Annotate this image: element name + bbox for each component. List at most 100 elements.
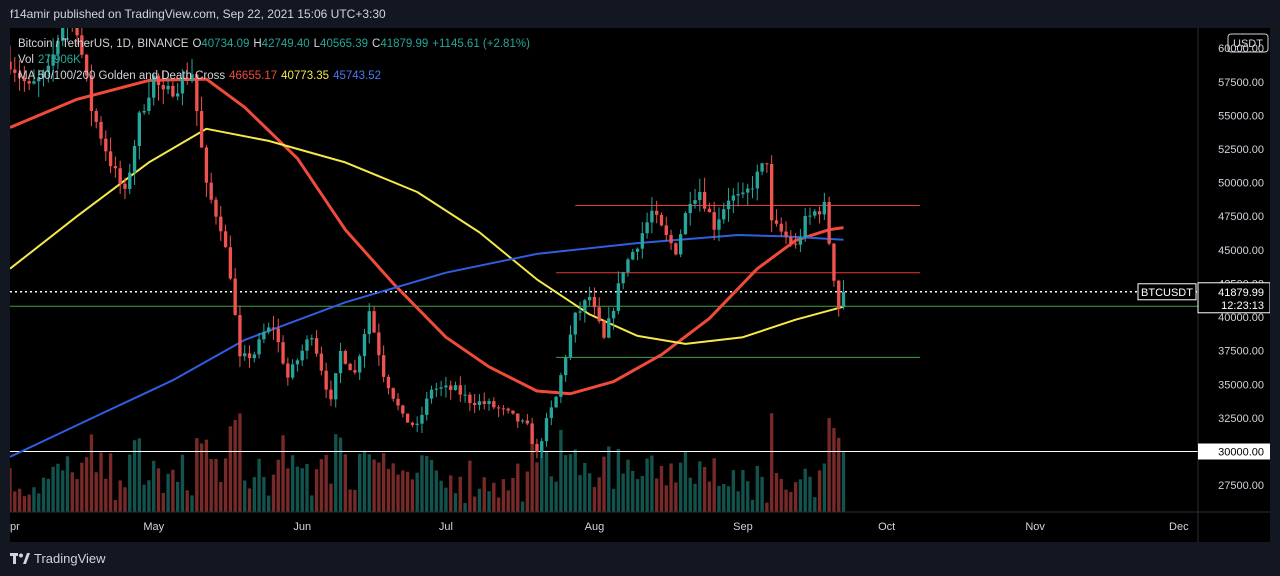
volume-bar bbox=[80, 462, 84, 512]
volume-bar bbox=[568, 454, 573, 512]
volume-bar bbox=[132, 440, 137, 512]
candle bbox=[583, 298, 587, 323]
price-tick: 52500.00 bbox=[1218, 144, 1264, 156]
volume-bar bbox=[305, 463, 309, 512]
candle bbox=[104, 130, 108, 161]
candle bbox=[616, 271, 621, 315]
chart-container[interactable]: 60000.00 57500.00 55000.00 52500.00 50000.00… bbox=[10, 28, 1270, 542]
candle bbox=[367, 303, 371, 344]
volume-bar bbox=[765, 502, 769, 512]
volume-bar bbox=[152, 460, 156, 512]
candle bbox=[61, 28, 65, 47]
volume-bar bbox=[147, 480, 151, 512]
candle bbox=[156, 73, 161, 101]
volume-bar bbox=[477, 488, 482, 512]
volume-bar bbox=[798, 479, 803, 512]
candle bbox=[530, 417, 534, 445]
volume-bar bbox=[41, 477, 46, 512]
volume-bar bbox=[779, 478, 783, 512]
volume-bar bbox=[535, 462, 539, 512]
candle bbox=[592, 287, 597, 316]
candle bbox=[468, 392, 472, 412]
candle bbox=[386, 374, 391, 395]
candle bbox=[32, 69, 36, 85]
currency-label[interactable]: USDT bbox=[1233, 38, 1263, 50]
volume-bar bbox=[61, 470, 65, 512]
candle bbox=[822, 192, 827, 220]
volume-bar bbox=[803, 468, 807, 512]
volume-label: Vol bbox=[18, 54, 34, 66]
volume-bar bbox=[99, 452, 103, 512]
volume-bar bbox=[611, 488, 616, 512]
volume-bar bbox=[511, 477, 515, 512]
candle bbox=[99, 116, 103, 146]
level-30000-tag: 30000.00 bbox=[1198, 443, 1270, 460]
candle bbox=[300, 344, 304, 366]
volume-bar bbox=[214, 458, 218, 512]
volume-bar bbox=[247, 488, 252, 512]
level-30000-label: 30000.00 bbox=[1218, 447, 1264, 459]
volume-bar bbox=[348, 489, 352, 512]
ma50-value: 46655.17 bbox=[229, 70, 278, 82]
volume-bar bbox=[185, 490, 189, 512]
candle bbox=[506, 407, 510, 414]
volume-bar bbox=[429, 459, 434, 512]
ma100-value: 40773.35 bbox=[281, 70, 330, 82]
volume-bar bbox=[204, 439, 209, 512]
candle bbox=[147, 80, 151, 115]
volume-bar bbox=[722, 483, 726, 512]
price-tick: 57500.00 bbox=[1218, 77, 1264, 89]
volume-bar bbox=[793, 482, 798, 512]
candle bbox=[477, 394, 482, 411]
candle bbox=[429, 385, 434, 404]
volume-bar bbox=[841, 451, 846, 512]
candle bbox=[516, 413, 520, 429]
candle bbox=[655, 200, 659, 224]
candle bbox=[769, 155, 774, 233]
candle bbox=[89, 64, 94, 127]
candle bbox=[161, 70, 165, 105]
candle bbox=[348, 362, 352, 371]
volume-bar bbox=[410, 479, 415, 512]
tradingview-logo[interactable]: TradingView bbox=[10, 551, 106, 566]
price-chart[interactable]: 60000.0057500.0055000.0052500.0050000.00… bbox=[10, 28, 1270, 542]
candle bbox=[118, 160, 122, 194]
candle bbox=[204, 144, 209, 197]
candle bbox=[832, 242, 836, 287]
volume-bar bbox=[27, 494, 31, 512]
candle bbox=[219, 205, 223, 241]
candle bbox=[597, 297, 601, 324]
volume-bar bbox=[84, 457, 89, 512]
candle bbox=[525, 413, 530, 426]
volume-bar bbox=[358, 453, 362, 512]
candle bbox=[669, 229, 673, 250]
volume-bar bbox=[688, 477, 692, 512]
volume-bar bbox=[693, 483, 697, 512]
high-value: 42749.40 bbox=[261, 38, 310, 50]
volume-bar bbox=[655, 478, 659, 512]
volume-bar bbox=[444, 487, 448, 512]
candle bbox=[305, 335, 309, 360]
volume-bar bbox=[10, 468, 12, 512]
candle bbox=[132, 139, 137, 186]
publish-info-bar: f14amir published on TradingView.com, Se… bbox=[0, 0, 1280, 28]
candle bbox=[329, 380, 333, 407]
volume-bar bbox=[520, 501, 525, 512]
candle bbox=[267, 322, 271, 335]
candle bbox=[22, 66, 27, 92]
candle bbox=[631, 248, 635, 261]
volume-bar bbox=[578, 475, 582, 512]
ma-indicator-label: MA 50/100/200 Golden and Death Cross bbox=[18, 70, 226, 82]
volume-bar bbox=[233, 419, 237, 512]
volume-bar bbox=[525, 471, 530, 512]
time-tick: May bbox=[143, 521, 164, 533]
candle bbox=[793, 233, 798, 249]
volume-bar bbox=[789, 491, 793, 512]
volume-bar bbox=[252, 477, 256, 512]
candle bbox=[688, 191, 692, 226]
candle bbox=[453, 381, 458, 391]
candle bbox=[750, 176, 755, 199]
candle bbox=[252, 351, 256, 363]
candle bbox=[314, 330, 319, 357]
candle bbox=[152, 73, 156, 106]
